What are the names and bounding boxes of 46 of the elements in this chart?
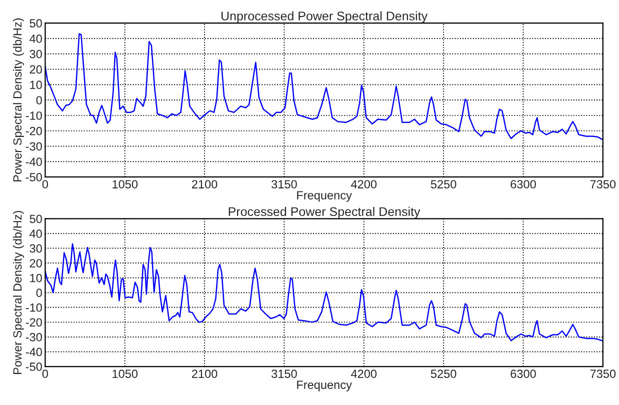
x-tick-label: 1050 (112, 370, 138, 378)
y-tick-label: 10 (30, 274, 42, 282)
y-tick-label: 0 (36, 288, 42, 298)
chart-title: Processed Power Spectral Density (228, 206, 420, 219)
y-tick-label: -20 (26, 126, 42, 136)
y-tick-label: -30 (26, 142, 42, 151)
x-axis-title: Frequency (297, 191, 352, 202)
y-tick-label: 30 (30, 50, 42, 58)
y-tick-label: -40 (26, 158, 42, 166)
y-tick-label: 0 (36, 96, 42, 104)
x-axis-title: Frequency (297, 380, 352, 392)
x-tick-label: 6300 (510, 370, 536, 378)
y-tick-label: 40 (30, 34, 42, 43)
y-tick-label: -40 (26, 348, 42, 356)
x-tick-label: 5250 (430, 370, 456, 378)
x-tick-label: 3150 (272, 370, 297, 378)
x-tick-label: 5250 (430, 180, 456, 188)
line-series (45, 33, 603, 140)
y-tick-label: 30 (30, 244, 42, 253)
chart-title: Unprocessed Power Spectral Density (222, 11, 428, 23)
line-series (45, 243, 603, 342)
y-tick-label: -20 (26, 318, 42, 327)
y-tick-label: -50 (26, 173, 42, 182)
y-tick-label: -30 (26, 332, 42, 342)
y-tick-label: 50 (30, 214, 42, 224)
y-axis-title: Power Spectral Density (db/Hz) (12, 211, 24, 374)
x-tick-label: 2100 (192, 370, 218, 378)
x-tick-label: 1050 (112, 180, 138, 188)
y-tick-label: 50 (30, 19, 42, 28)
y-axis-title: Power Spectral Density (db/Hz) (12, 18, 24, 182)
y-tick-label: -50 (26, 362, 42, 371)
x-tick-label: 3150 (272, 180, 297, 188)
y-tick-label: 40 (30, 230, 42, 238)
y-tick-label: 20 (30, 65, 42, 74)
x-tick-label: 7350 (590, 370, 616, 378)
x-tick-label: 0 (42, 180, 48, 188)
x-tick-label: 2100 (192, 180, 218, 188)
x-tick-label: 4200 (351, 180, 377, 188)
x-tick-label: 7350 (590, 180, 616, 188)
x-tick-label: 0 (42, 370, 48, 378)
y-tick-label: 10 (30, 80, 42, 90)
y-tick-label: -10 (26, 111, 42, 120)
x-tick-label: 6300 (510, 180, 536, 188)
y-tick-label: 20 (30, 259, 42, 268)
x-tick-label: 4200 (351, 370, 377, 378)
y-tick-label: -10 (26, 303, 42, 312)
